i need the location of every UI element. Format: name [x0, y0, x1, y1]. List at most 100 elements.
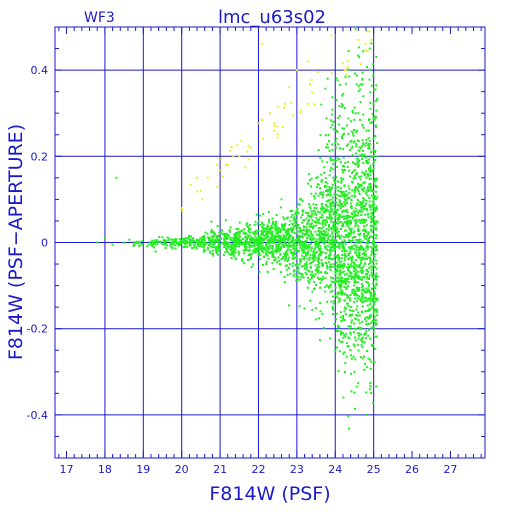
data-point	[202, 242, 205, 245]
data-point	[347, 258, 350, 261]
data-point	[353, 244, 356, 247]
data-point	[309, 238, 312, 241]
data-point	[368, 322, 371, 325]
data-point	[332, 163, 335, 165]
data-point	[274, 227, 277, 230]
data-point	[359, 88, 362, 91]
data-point	[277, 247, 280, 249]
data-point	[297, 238, 300, 241]
data-point	[258, 270, 261, 273]
data-point	[211, 246, 214, 249]
data-point	[349, 309, 352, 312]
data-point	[370, 321, 373, 324]
data-point	[368, 196, 371, 199]
data-point	[350, 278, 353, 281]
data-point	[153, 239, 156, 242]
data-point	[345, 220, 348, 223]
data-point	[375, 184, 378, 187]
data-point	[337, 235, 340, 237]
data-point	[311, 253, 314, 256]
data-point	[249, 244, 252, 247]
data-point	[353, 219, 356, 222]
data-point	[277, 235, 279, 238]
data-point	[330, 266, 333, 269]
data-point	[326, 182, 329, 185]
data-point	[284, 240, 287, 243]
data-point	[374, 223, 377, 225]
data-point	[350, 390, 353, 393]
data-point	[370, 260, 373, 263]
data-point	[373, 197, 376, 200]
data-point	[308, 235, 311, 238]
data-point	[371, 248, 374, 251]
data-point	[299, 278, 302, 281]
data-point	[374, 150, 377, 152]
data-point	[337, 324, 340, 327]
data-point	[222, 243, 225, 246]
x-tick-label: 22	[251, 463, 265, 476]
data-point	[241, 258, 244, 261]
data-point	[167, 239, 170, 242]
data-point	[375, 267, 378, 270]
data-point	[191, 247, 193, 250]
data-point	[367, 137, 370, 140]
data-point	[241, 229, 244, 232]
data-point	[344, 362, 347, 365]
data-point	[291, 257, 294, 260]
data-point	[334, 270, 337, 272]
data-point	[341, 168, 344, 171]
data-point	[275, 243, 278, 246]
data-point	[339, 291, 342, 294]
data-point	[212, 243, 215, 246]
data-point	[349, 274, 352, 277]
data-point	[310, 230, 313, 233]
data-point	[372, 201, 375, 204]
data-point	[186, 240, 189, 243]
data-point	[279, 247, 282, 250]
data-point	[321, 160, 324, 163]
data-point	[355, 173, 357, 176]
data-point	[343, 334, 346, 337]
data-point	[331, 143, 334, 146]
data-point	[320, 180, 323, 183]
data-point	[372, 74, 375, 77]
data-point	[211, 231, 214, 234]
data-point	[372, 163, 375, 165]
data-point	[371, 274, 374, 277]
data-point	[292, 226, 295, 229]
data-point	[306, 253, 309, 256]
data-point	[318, 278, 320, 281]
data-point	[374, 322, 377, 325]
data-point	[282, 216, 285, 219]
data-point	[265, 230, 267, 233]
data-point	[363, 237, 366, 239]
data-point	[305, 240, 308, 243]
data-point	[375, 205, 378, 208]
data-point	[233, 239, 236, 242]
data-point	[354, 72, 357, 75]
data-point	[299, 260, 302, 263]
data-point	[115, 176, 118, 179]
data-point	[372, 118, 375, 120]
data-point	[357, 225, 360, 228]
data-point	[353, 175, 356, 178]
data-point	[314, 256, 317, 259]
data-point	[337, 330, 340, 333]
data-point	[358, 229, 361, 232]
data-point	[335, 129, 338, 132]
data-point	[357, 326, 360, 329]
data-point	[361, 158, 364, 160]
data-point	[372, 233, 375, 236]
data-point	[320, 251, 322, 254]
data-point	[225, 242, 227, 245]
data-point	[336, 79, 339, 82]
data-point	[269, 241, 272, 244]
data-point	[169, 242, 172, 245]
data-point	[314, 243, 317, 246]
data-point	[201, 236, 204, 239]
data-point	[344, 273, 346, 276]
data-point	[260, 233, 263, 236]
data-point	[257, 239, 260, 242]
data-point	[337, 186, 340, 188]
data-point	[317, 149, 320, 152]
